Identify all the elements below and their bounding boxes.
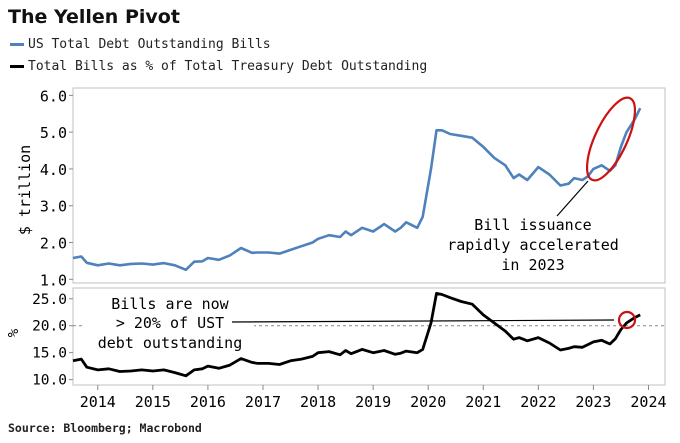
x-tick-label: 2022 (520, 393, 556, 411)
annotation-top-line1: Bill issuance (474, 216, 591, 234)
series-line-bills-pct (72, 292, 641, 378)
y-axis-label: $ trillion (16, 145, 34, 235)
x-tick-label: 2023 (575, 393, 611, 411)
chart-title: The Yellen Pivot (8, 6, 180, 28)
x-tick-label: 2014 (80, 393, 116, 411)
annotation-bottom-line2: > 20% of UST (116, 314, 224, 332)
y-tick-label: 1.0 (40, 271, 67, 289)
highlight-ellipse-top (585, 96, 637, 182)
annotation-top-line2: rapidly accelerated (447, 236, 619, 254)
x-tick-label: 2021 (465, 393, 501, 411)
annotation-bottom-line3: debt outstanding (98, 334, 243, 352)
y-tick-label: 15.0 (32, 346, 67, 362)
annotation-bottom-line1: Bills are now (111, 295, 229, 313)
y-tick-label: 4.0 (40, 161, 67, 179)
bottom-panel-frame (72, 287, 666, 386)
y-tick-label: 20.0 (32, 319, 67, 335)
x-tick-label: 2017 (245, 393, 281, 411)
x-tick-label: 2024 (630, 393, 666, 411)
annotation-bottom-bg (84, 293, 254, 355)
x-tick-label: 2016 (190, 393, 226, 411)
y-tick-label: 5.0 (40, 124, 67, 142)
annotation-top-line3: in 2023 (501, 256, 564, 274)
annotation-pointer-bottom (231, 319, 615, 323)
legend-swatch-bills-pct (10, 65, 24, 68)
annotation-pointer-top (556, 180, 589, 217)
y-tick-label: 10.0 (32, 373, 67, 389)
source-note: Source: Bloomberg; Macrobond (8, 421, 202, 435)
y-axis-label-pct: % (6, 328, 22, 337)
y-tick-label: 3.0 (40, 198, 67, 216)
legend-swatch-bills (10, 43, 24, 46)
x-tick-label: 2019 (355, 393, 391, 411)
x-tick-label: 2020 (410, 393, 446, 411)
x-tick-label: 2015 (135, 393, 171, 411)
legend-label-bills: US Total Debt Outstanding Bills (28, 37, 271, 52)
y-tick-label: 2.0 (40, 235, 67, 253)
top-panel-frame (72, 87, 666, 284)
y-tick-label: 25.0 (32, 292, 67, 308)
series-line-bills (72, 107, 642, 272)
legend-item-bills-pct: Total Bills as % of Total Treasury Debt … (10, 59, 427, 74)
y-tick-label: 6.0 (40, 87, 67, 105)
x-tick-label: 2018 (300, 393, 336, 411)
legend-label-bills-pct: Total Bills as % of Total Treasury Debt … (28, 59, 428, 74)
highlight-circle-bottom (617, 310, 637, 330)
legend-item-bills: US Total Debt Outstanding Bills (10, 37, 271, 52)
